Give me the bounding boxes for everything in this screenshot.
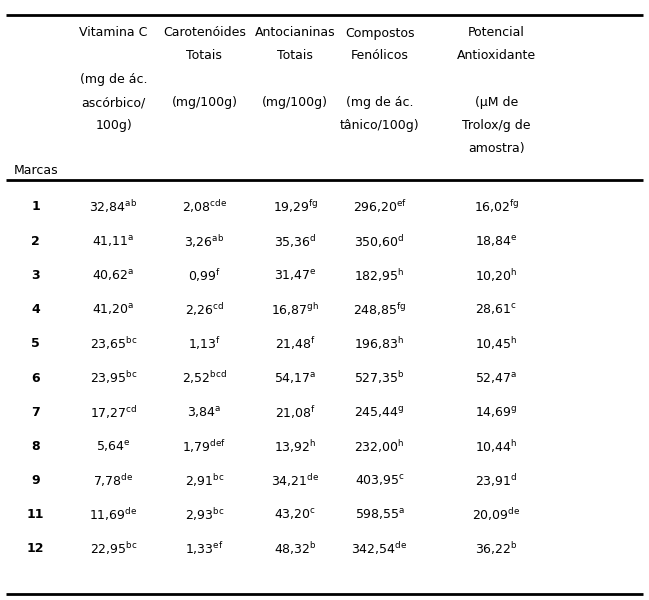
Text: 54,17$^{\mathregular{a}}$: 54,17$^{\mathregular{a}}$ <box>274 370 317 385</box>
Text: Trolox/g de: Trolox/g de <box>462 119 531 132</box>
Text: 3: 3 <box>31 269 40 282</box>
Text: Marcas: Marcas <box>14 164 58 178</box>
Text: 40,62$^{\mathregular{a}}$: 40,62$^{\mathregular{a}}$ <box>92 268 135 283</box>
Text: 21,08$^{\mathregular{f}}$: 21,08$^{\mathregular{f}}$ <box>275 404 316 421</box>
Text: 7,78$^{\mathregular{de}}$: 7,78$^{\mathregular{de}}$ <box>93 472 134 489</box>
Text: amostra): amostra) <box>468 142 525 155</box>
Text: 342,54$^{\mathregular{de}}$: 342,54$^{\mathregular{de}}$ <box>352 541 408 557</box>
Text: 52,47$^{\mathregular{a}}$: 52,47$^{\mathregular{a}}$ <box>475 370 518 385</box>
Text: 32,84$^{\mathregular{ab}}$: 32,84$^{\mathregular{ab}}$ <box>90 199 138 215</box>
Text: 17,27$^{\mathregular{cd}}$: 17,27$^{\mathregular{cd}}$ <box>90 404 138 421</box>
Text: 48,32$^{\mathregular{b}}$: 48,32$^{\mathregular{b}}$ <box>274 541 317 557</box>
Text: 23,91$^{\mathregular{d}}$: 23,91$^{\mathregular{d}}$ <box>475 472 518 489</box>
Text: Compostos: Compostos <box>345 26 415 40</box>
Text: 34,21$^{\mathregular{de}}$: 34,21$^{\mathregular{de}}$ <box>271 472 319 489</box>
Text: 36,22$^{\mathregular{b}}$: 36,22$^{\mathregular{b}}$ <box>475 541 518 557</box>
Text: 2,91$^{\mathregular{bc}}$: 2,91$^{\mathregular{bc}}$ <box>184 472 225 489</box>
Text: 12: 12 <box>27 542 44 556</box>
Text: 1,13$^{\mathregular{f}}$: 1,13$^{\mathregular{f}}$ <box>188 335 221 352</box>
Text: 41,20$^{\mathregular{a}}$: 41,20$^{\mathregular{a}}$ <box>92 302 135 317</box>
Text: 16,87$^{\mathregular{gh}}$: 16,87$^{\mathregular{gh}}$ <box>271 301 319 318</box>
Text: 13,92$^{\mathregular{h}}$: 13,92$^{\mathregular{h}}$ <box>274 438 317 455</box>
Text: tânico/100g): tânico/100g) <box>340 119 419 132</box>
Text: 245,44$^{\mathregular{g}}$: 245,44$^{\mathregular{g}}$ <box>354 404 405 420</box>
Text: 23,95$^{\mathregular{bc}}$: 23,95$^{\mathregular{bc}}$ <box>90 370 138 386</box>
Text: 598,55$^{\mathregular{a}}$: 598,55$^{\mathregular{a}}$ <box>355 507 404 522</box>
Text: 16,02$^{\mathregular{fg}}$: 16,02$^{\mathregular{fg}}$ <box>474 199 519 215</box>
Text: 6: 6 <box>31 371 40 385</box>
Text: 182,95$^{\mathregular{h}}$: 182,95$^{\mathregular{h}}$ <box>354 267 405 284</box>
Text: 3,26$^{\mathregular{ab}}$: 3,26$^{\mathregular{ab}}$ <box>184 233 225 250</box>
Text: (mg/100g): (mg/100g) <box>262 96 328 109</box>
Text: 2: 2 <box>31 235 40 248</box>
Text: 10,44$^{\mathregular{h}}$: 10,44$^{\mathregular{h}}$ <box>475 438 518 455</box>
Text: 296,20$^{\mathregular{ef}}$: 296,20$^{\mathregular{ef}}$ <box>352 199 407 215</box>
Text: (μM de: (μM de <box>475 96 518 109</box>
Text: Antocianinas: Antocianinas <box>255 26 336 40</box>
Text: 100g): 100g) <box>95 119 132 132</box>
Text: (mg de ác.: (mg de ác. <box>80 73 147 86</box>
Text: 19,29$^{\mathregular{fg}}$: 19,29$^{\mathregular{fg}}$ <box>273 199 318 215</box>
Text: 5: 5 <box>31 337 40 350</box>
Text: 5,64$^{\mathregular{e}}$: 5,64$^{\mathregular{e}}$ <box>96 439 131 454</box>
Text: 18,84$^{\mathregular{e}}$: 18,84$^{\mathregular{e}}$ <box>475 233 518 248</box>
Text: 2,93$^{\mathregular{bc}}$: 2,93$^{\mathregular{bc}}$ <box>184 506 225 523</box>
Text: ascórbico/: ascórbico/ <box>82 96 145 109</box>
Text: 10,45$^{\mathregular{h}}$: 10,45$^{\mathregular{h}}$ <box>475 335 518 352</box>
Text: 1,79$^{\mathregular{def}}$: 1,79$^{\mathregular{def}}$ <box>182 438 227 455</box>
Text: 2,52$^{\mathregular{bcd}}$: 2,52$^{\mathregular{bcd}}$ <box>182 370 227 386</box>
Text: 4: 4 <box>31 303 40 316</box>
Text: Totais: Totais <box>277 49 313 62</box>
Text: 10,20$^{\mathregular{h}}$: 10,20$^{\mathregular{h}}$ <box>475 267 518 284</box>
Text: 23,65$^{\mathregular{bc}}$: 23,65$^{\mathregular{bc}}$ <box>90 335 138 352</box>
Text: 1: 1 <box>31 200 40 214</box>
Text: 9: 9 <box>31 474 40 487</box>
Text: 11,69$^{\mathregular{de}}$: 11,69$^{\mathregular{de}}$ <box>90 506 138 523</box>
Text: 196,83$^{\mathregular{h}}$: 196,83$^{\mathregular{h}}$ <box>354 335 405 352</box>
Text: 14,69$^{\mathregular{g}}$: 14,69$^{\mathregular{g}}$ <box>475 404 518 420</box>
Text: 22,95$^{\mathregular{bc}}$: 22,95$^{\mathregular{bc}}$ <box>90 541 138 557</box>
Text: 8: 8 <box>31 440 40 453</box>
Text: 0,99$^{\mathregular{f}}$: 0,99$^{\mathregular{f}}$ <box>188 267 221 284</box>
Text: 21,48$^{\mathregular{f}}$: 21,48$^{\mathregular{f}}$ <box>275 335 316 352</box>
Text: (mg/100g): (mg/100g) <box>171 96 238 109</box>
Text: 28,61$^{\mathregular{c}}$: 28,61$^{\mathregular{c}}$ <box>475 302 518 317</box>
Text: 11: 11 <box>27 508 44 521</box>
Text: 1,33$^{\mathregular{ef}}$: 1,33$^{\mathregular{ef}}$ <box>185 541 224 557</box>
Text: 248,85$^{\mathregular{fg}}$: 248,85$^{\mathregular{fg}}$ <box>353 301 406 318</box>
Text: 2,08$^{\mathregular{cde}}$: 2,08$^{\mathregular{cde}}$ <box>182 199 227 215</box>
Text: 43,20$^{\mathregular{c}}$: 43,20$^{\mathregular{c}}$ <box>274 507 317 522</box>
Text: 31,47$^{\mathregular{e}}$: 31,47$^{\mathregular{e}}$ <box>274 268 317 283</box>
Text: Antioxidante: Antioxidante <box>457 49 536 62</box>
Text: Potencial: Potencial <box>468 26 525 40</box>
Text: 35,36$^{\mathregular{d}}$: 35,36$^{\mathregular{d}}$ <box>274 233 317 250</box>
Text: 2,26$^{\mathregular{cd}}$: 2,26$^{\mathregular{cd}}$ <box>184 301 225 318</box>
Text: 403,95$^{\mathregular{c}}$: 403,95$^{\mathregular{c}}$ <box>354 473 405 488</box>
Text: 3,84$^{\mathregular{a}}$: 3,84$^{\mathregular{a}}$ <box>187 404 222 420</box>
Text: 20,09$^{\mathregular{de}}$: 20,09$^{\mathregular{de}}$ <box>472 506 520 523</box>
Text: 232,00$^{\mathregular{h}}$: 232,00$^{\mathregular{h}}$ <box>354 438 405 455</box>
Text: Carotenóides: Carotenóides <box>163 26 246 40</box>
Text: 350,60$^{\mathregular{d}}$: 350,60$^{\mathregular{d}}$ <box>354 233 405 250</box>
Text: 41,11$^{\mathregular{a}}$: 41,11$^{\mathregular{a}}$ <box>92 233 135 248</box>
Text: 7: 7 <box>31 406 40 419</box>
Text: 527,35$^{\mathregular{b}}$: 527,35$^{\mathregular{b}}$ <box>354 370 405 386</box>
Text: Vitamina C: Vitamina C <box>79 26 148 40</box>
Text: (mg de ác.: (mg de ác. <box>346 96 413 109</box>
Text: Totais: Totais <box>186 49 223 62</box>
Text: Fenólicos: Fenólicos <box>350 49 409 62</box>
